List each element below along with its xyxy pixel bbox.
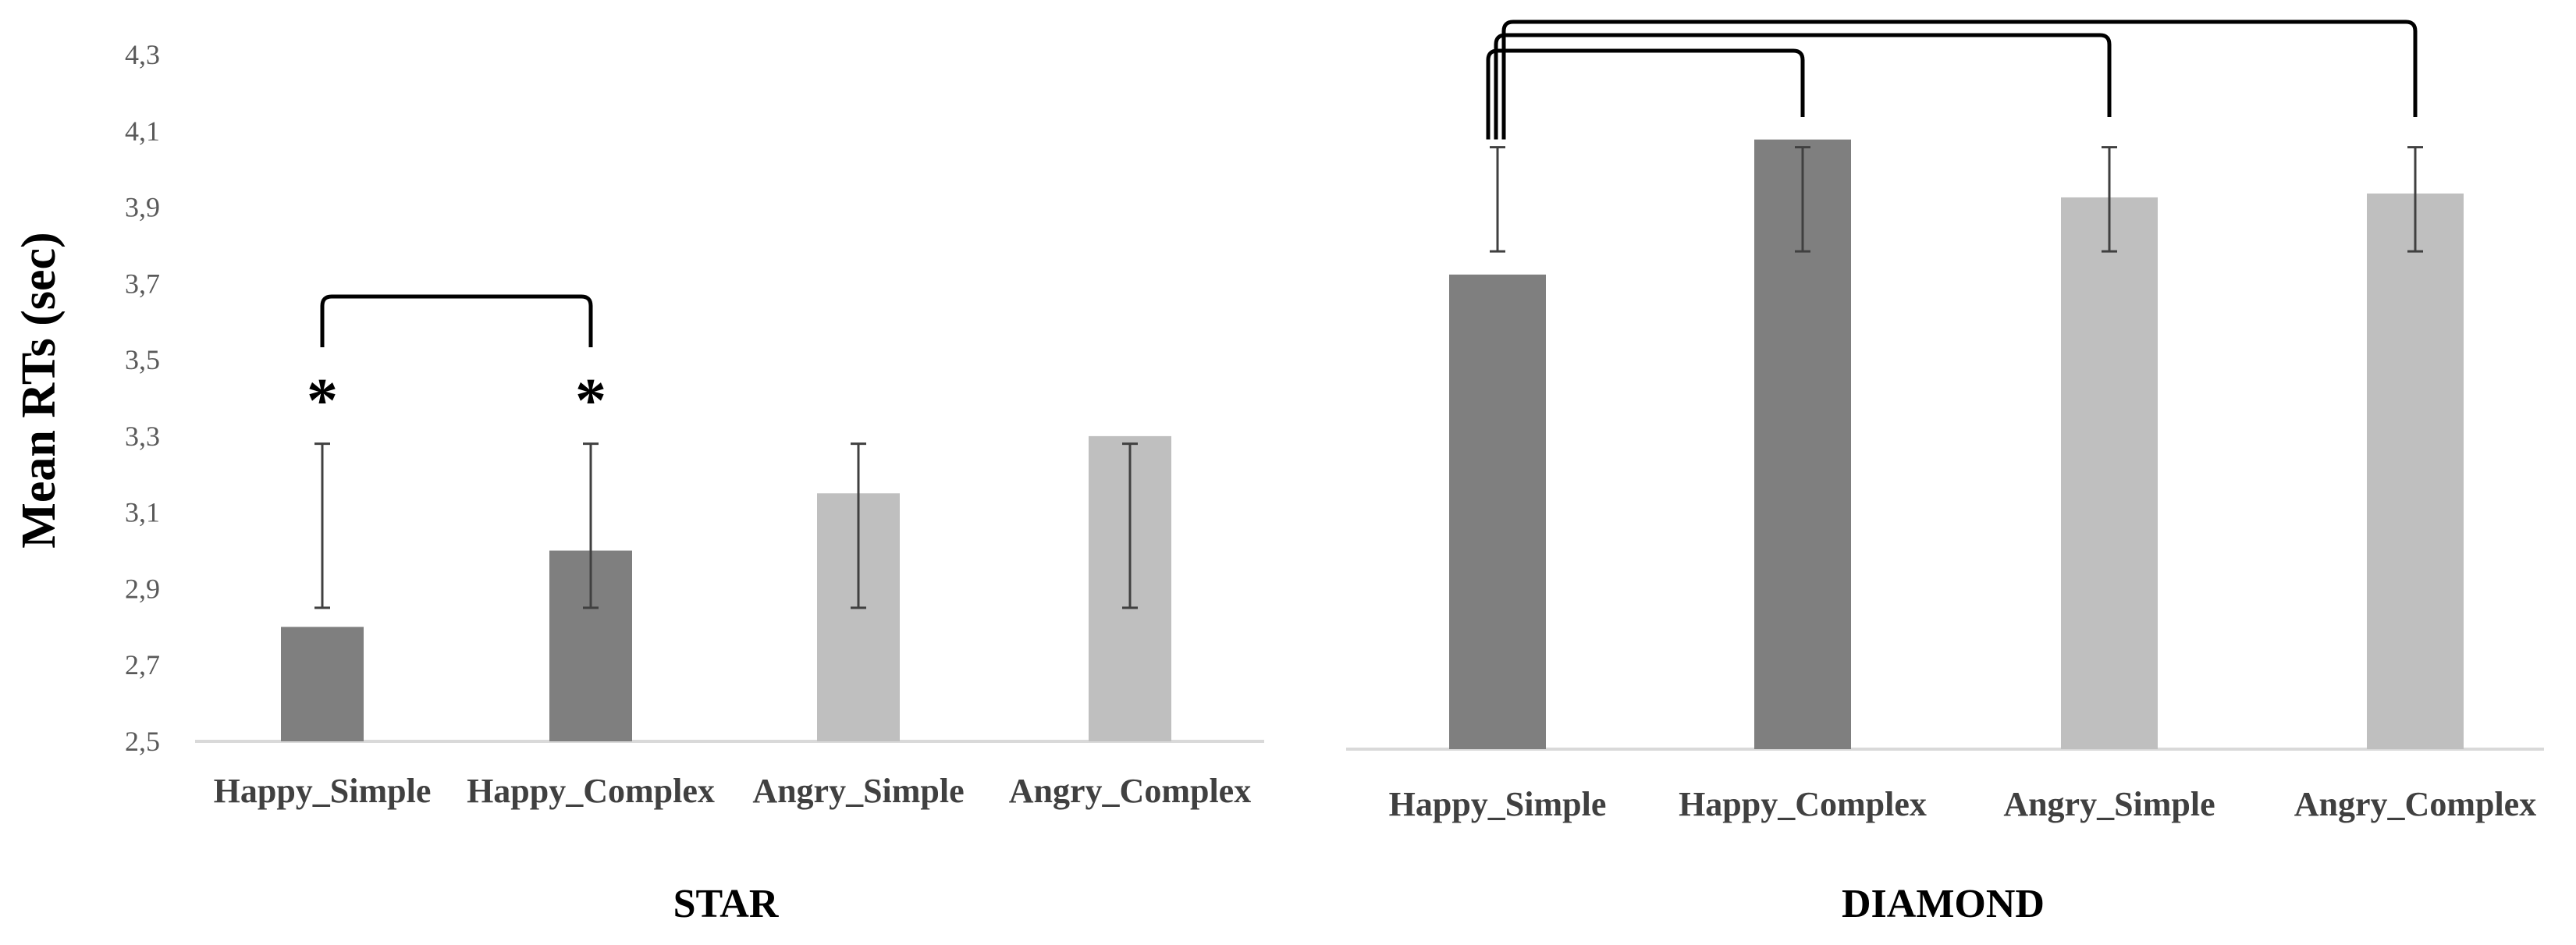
y-tick-label: 4,1 (125, 115, 160, 147)
significance-bracket (1494, 33, 2112, 140)
y-tick-label: 2,5 (125, 726, 160, 757)
y-tick-label: 3,9 (125, 192, 160, 223)
bar (2061, 197, 2158, 749)
panel-title: DIAMOND (1842, 882, 2045, 926)
bar (2367, 194, 2464, 749)
significance-bracket (1486, 48, 1805, 140)
x-category-label: Angry_Simple (752, 772, 964, 810)
bar (1449, 274, 1546, 749)
y-tick-label: 4,3 (125, 39, 160, 70)
x-category-label: Angry_Simple (2003, 785, 2215, 823)
y-axis-label: Mean RTs (sec) (12, 232, 66, 548)
y-tick-label: 3,7 (125, 268, 160, 299)
x-category-label: Happy_Simple (1389, 785, 1607, 823)
panel-title: STAR (673, 882, 780, 926)
y-tick-label: 3,5 (125, 344, 160, 375)
y-tick-label: 3,3 (125, 421, 160, 452)
significance-bracket (320, 294, 593, 347)
x-category-label: Angry_Complex (1009, 772, 1251, 810)
significance-bracket (1501, 20, 2418, 140)
x-category-label: Happy_Simple (214, 772, 432, 810)
y-tick-label: 2,7 (125, 649, 160, 680)
x-category-label: Angry_Complex (2294, 785, 2536, 823)
x-category-label: Happy_Complex (1679, 785, 1927, 823)
significance-marker: * (307, 367, 338, 435)
y-tick-label: 3,1 (125, 497, 160, 528)
significance-marker: * (575, 367, 606, 435)
panel-diamond: Happy_Simple Happy_Complex Angry_Simple Ang… (1346, 20, 2544, 926)
y-tick-label: 2,9 (125, 573, 160, 604)
panel-star: 2,5 2,7 2,9 3,1 3,3 3,5 3,7 3,9 4,1 4,3 Happy_Simp… (125, 39, 1264, 926)
x-category-label: Happy_Complex (467, 772, 715, 810)
bar (281, 627, 364, 741)
